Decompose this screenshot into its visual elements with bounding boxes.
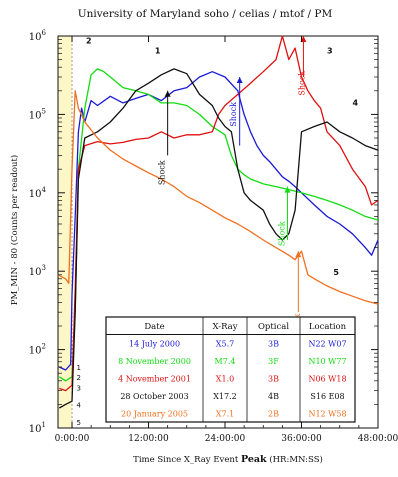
- x-axis-label: Time Since X_Ray Event Peak (HR:MN:SS): [133, 454, 323, 465]
- x-tick-label: 24:00:00: [205, 434, 246, 444]
- table-header-cell: Optical: [258, 322, 289, 332]
- x-tick-label: 0:00:00: [55, 434, 90, 444]
- shock-label-1: Shock: [157, 160, 166, 185]
- table-cell: S16 E08: [310, 392, 344, 401]
- y-tick-label: 106: [29, 29, 47, 43]
- left-series-label-2: 2: [76, 374, 80, 382]
- table-cell: N22 W07: [308, 340, 346, 349]
- y-tick-label: 105: [29, 107, 46, 121]
- x-axis-label-bold: Peak: [241, 454, 267, 465]
- table-header-cell: Date: [144, 322, 164, 332]
- series-label-2: 2: [86, 37, 92, 46]
- table-cell: 4 November 2001: [118, 375, 191, 384]
- table-cell: 8 November 2000: [118, 357, 191, 366]
- shock-label-4: Shock: [277, 221, 286, 246]
- table-frame: [106, 317, 355, 422]
- table-cell: X17.2: [213, 392, 237, 401]
- table-header-cell: X-Ray: [212, 322, 237, 332]
- table-cell: 4B: [268, 392, 279, 401]
- table-cell: 28 October 2003: [120, 392, 188, 401]
- series-line-5: [58, 91, 378, 304]
- table-cell: 2B: [268, 410, 279, 419]
- y-tick-label: 101: [29, 421, 46, 435]
- x-axis-label-prefix: Time Since X_Ray Event: [133, 455, 241, 465]
- table-cell: 20 January 2005: [121, 410, 188, 419]
- legend-table: Date X-Ray Optical Location 14 July 2000 X5.7…: [106, 317, 355, 422]
- table-cell: N10 W77: [308, 357, 346, 366]
- table-cell: N06 W18: [308, 375, 346, 384]
- series-label-4: 4: [353, 98, 359, 107]
- shock-label-3: Shock: [298, 71, 307, 96]
- shock-label-2: Shock: [229, 102, 238, 127]
- annotation-layer: ShockShockShockShockShock: [157, 36, 306, 338]
- table-cell: 3F: [268, 357, 279, 366]
- table-cell: X5.7: [216, 340, 234, 349]
- x-tick-label: 36:00:00: [281, 434, 322, 444]
- table-cell: N12 W58: [308, 410, 346, 419]
- series-label-3: 3: [327, 46, 333, 55]
- y-axis-label: PM_MIN - 80 (Counts per readout): [9, 155, 20, 306]
- shock-arrowhead-2: [237, 77, 243, 83]
- x-axis-label-suffix: (HR:MN:SS): [267, 454, 323, 465]
- series-label-5: 5: [333, 268, 339, 277]
- y-tick-label: 102: [29, 343, 46, 357]
- table-header-cell: Location: [309, 322, 347, 332]
- left-series-label-4: 4: [76, 401, 81, 409]
- table-cell: X1.0: [216, 375, 234, 384]
- table-cell: 14 July 2000: [129, 340, 180, 349]
- left-series-label-3: 3: [76, 384, 80, 392]
- table-cell: X7.1: [216, 410, 234, 419]
- table-cell: 3B: [268, 340, 279, 349]
- table-cell: 3B: [268, 375, 279, 384]
- x-tick-label: 48:00:00: [358, 434, 398, 444]
- y-tick-label: 104: [29, 186, 47, 200]
- table-cell: M7.4: [215, 357, 236, 366]
- chart-title: University of Maryland soho / celias / m…: [78, 8, 333, 20]
- left-series-label-5: 5: [76, 419, 80, 427]
- y-tick-label: 103: [29, 264, 46, 278]
- series-label-1: 1: [155, 46, 161, 55]
- x-tick-label: 12:00:00: [128, 434, 169, 444]
- left-series-label-1: 1: [76, 364, 80, 372]
